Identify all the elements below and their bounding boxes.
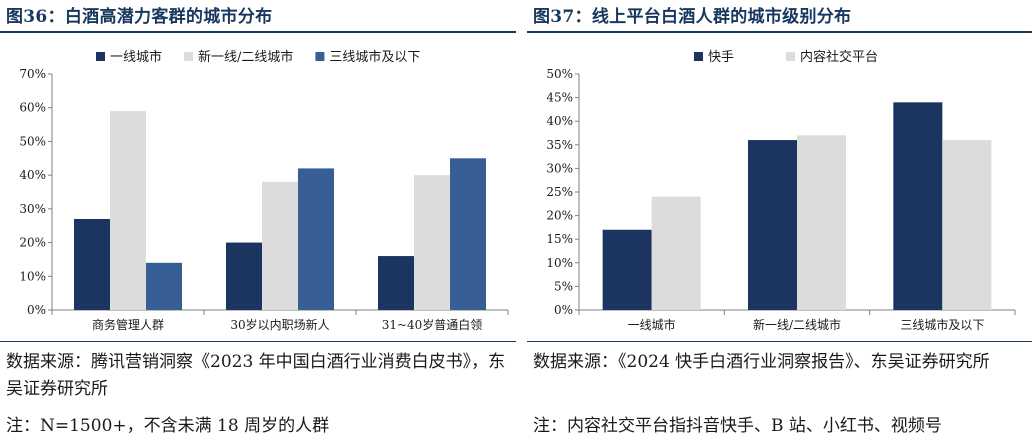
x-category-label: 30岁以内职场新人 [230,317,329,332]
legend-swatch [184,52,194,61]
y-tick-label: 10% [546,256,573,270]
y-tick-label: 5% [554,279,573,293]
bar [110,111,146,310]
source-rule [527,341,1032,342]
title-rule [527,31,1032,33]
legend-label: 内容社交平台 [800,49,878,65]
bar [378,256,414,310]
bar [226,242,262,310]
y-tick-label: 25% [546,185,573,199]
y-tick-label: 10% [19,269,46,283]
legend-label: 新一线/二线城市 [198,49,293,65]
source-text: 数据来源：《2024 快手白酒行业洞察报告》、东吴证券研究所 [533,352,990,372]
legend-swatch [96,52,105,61]
bar [74,218,110,310]
legend-label: 一线城市 [110,49,162,65]
bar [651,196,701,310]
bar [298,168,334,310]
bar [602,229,652,310]
y-tick-label: 45% [546,91,573,105]
figure-title: 图37：线上平台白酒人群的城市级别分布 [533,7,852,27]
x-category-label: 三线城市及以下 [900,317,984,332]
figure-title: 图36：白酒高潜力客群的城市分布 [6,7,273,27]
note-text: 注：N=1500+，不含未满 18 周岁的人群 [6,416,330,436]
y-tick-label: 30% [19,202,46,216]
y-tick-label: 30% [546,161,573,175]
y-tick-label: 15% [546,232,573,246]
y-tick-label: 20% [19,236,46,250]
legend-swatch [786,52,796,61]
y-tick-label: 60% [19,101,46,115]
y-tick-label: 0% [554,303,573,317]
title-rule [0,31,516,33]
y-tick-label: 35% [546,138,573,152]
bar [797,135,846,310]
y-tick-label: 70% [19,67,46,81]
right-figure-panel: 图37：线上平台白酒人群的城市级别分布 快手 内容社交平台 0% 5% 10% 15% 20… [527,0,1032,442]
y-tick-label: 40% [546,114,573,128]
bar [450,158,486,310]
source-text: 数据来源：腾讯营销洞察《2023 年中国白酒行业消费白皮书》，东吴证券研究所 [6,352,506,399]
bar [414,175,450,310]
bar [942,140,992,310]
y-tick-label: 0% [27,303,46,317]
x-category-label: 一线城市 [628,317,676,332]
y-tick-label: 50% [546,67,573,81]
chart-city-distribution: 一线城市 新一线/二线城市 三线城市及以下 0% 10% 20% 30% 40% 50% 60% 7… [19,49,509,332]
chart-platform-city-level: 快手 内容社交平台 0% 5% 10% 15% 20% 25% 30% 35% 40% 45% 50% 一… [546,49,1016,332]
y-tick-label: 40% [19,168,46,182]
legend-swatch [694,52,703,61]
bar [146,262,182,310]
y-tick-label: 20% [546,209,573,223]
source-rule [0,341,516,342]
bar [262,181,298,310]
y-tick-label: 50% [19,134,46,148]
bar [893,102,943,310]
bar [748,140,797,310]
legend-label: 三线城市及以下 [329,49,420,65]
legend-label: 快手 [708,50,734,65]
x-category-label: 新一线/二线城市 [753,317,841,332]
legend-swatch [315,52,325,61]
note-text: 注：内容社交平台指抖音快手、B 站、小红书、视频号 [533,416,942,436]
x-category-label: 31~40岁普通白领 [382,317,483,332]
x-category-label: 商务管理人群 [92,317,164,332]
left-figure-panel: 图36：白酒高潜力客群的城市分布 一线城市 新一线/二线城市 三线城市及以下 0% 10… [0,7,516,436]
